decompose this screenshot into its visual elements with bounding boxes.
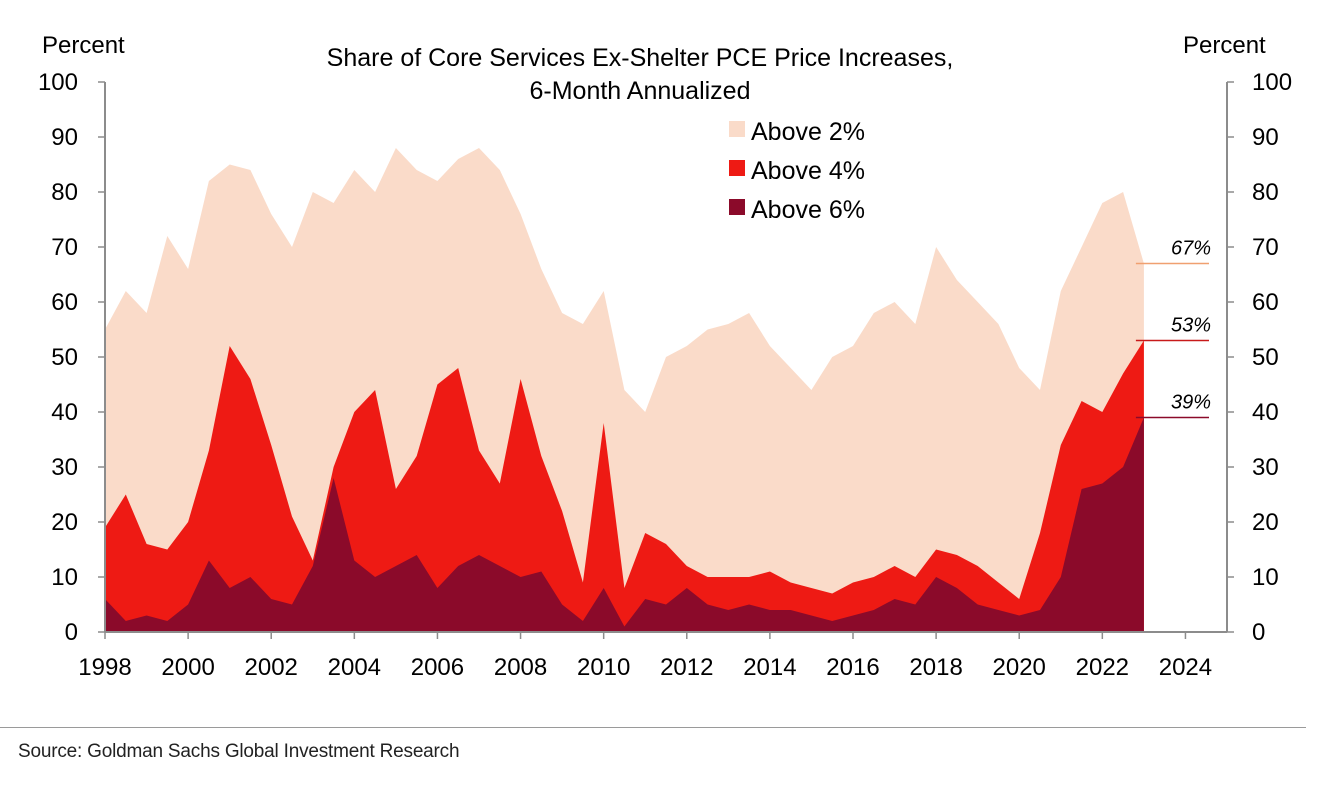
right-y-tick-label: 60 (1252, 289, 1279, 316)
x-tick-label: 2004 (328, 654, 381, 681)
legend-label-above-4: Above 4% (751, 157, 865, 185)
x-tick-label: 2000 (161, 654, 214, 681)
left-y-tick-label: 80 (51, 179, 78, 206)
x-tick-label: 2014 (743, 654, 796, 681)
x-tick-label: 2008 (494, 654, 547, 681)
x-tick-label: 2018 (909, 654, 962, 681)
callout-67-label: 67% (1171, 238, 1211, 260)
area-above-6 (105, 417, 1144, 632)
right-y-tick-label: 50 (1252, 344, 1279, 371)
x-tick-label: 2016 (826, 654, 879, 681)
callout-53-label: 53% (1171, 315, 1211, 337)
x-tick-label: 2012 (660, 654, 713, 681)
left-axis-unit: Percent (42, 32, 125, 59)
legend-swatch-above-6 (729, 199, 745, 215)
x-tick-label: 2010 (577, 654, 630, 681)
left-y-tick-label: 60 (51, 289, 78, 316)
legend-swatch-above-2 (729, 121, 745, 137)
left-y-tick-label: 0 (65, 619, 78, 646)
x-tick-label: 2006 (411, 654, 464, 681)
x-tick-label: 2022 (1076, 654, 1129, 681)
source-note: Source: Goldman Sachs Global Investment … (18, 741, 460, 762)
right-y-tick-label: 30 (1252, 454, 1279, 481)
left-y-tick-label: 20 (51, 509, 78, 536)
left-y-tick-label: 70 (51, 234, 78, 261)
right-y-tick-label: 10 (1252, 564, 1279, 591)
callout-group: 67% 53% 39% (1135, 238, 1211, 419)
legend-label-above-2: Above 2% (751, 118, 865, 146)
right-axis-unit: Percent (1183, 32, 1266, 59)
left-y-tick-label: 10 (51, 564, 78, 591)
legend-swatch-above-4 (729, 160, 745, 176)
legend-label-above-6: Above 6% (751, 196, 865, 224)
left-y-tick-label: 90 (51, 124, 78, 151)
legend-item-above-6: Above 6% (729, 196, 865, 224)
right-y-tick-label: 20 (1252, 509, 1279, 536)
area-above-4 (105, 340, 1144, 632)
right-y-tick-label: 70 (1252, 234, 1279, 261)
right-y-tick-label: 40 (1252, 399, 1279, 426)
x-tick-label: 2024 (1159, 654, 1212, 681)
legend: Above 2% Above 4% Above 6% (729, 118, 865, 224)
x-tick-label: 2020 (993, 654, 1046, 681)
chart-title-line-1: Share of Core Services Ex-Shelter PCE Pr… (327, 44, 954, 72)
right-y-tick-label: 80 (1252, 179, 1279, 206)
chart-title-line-2: 6-Month Annualized (530, 77, 751, 105)
left-y-tick-label: 50 (51, 344, 78, 371)
left-y-tick-label: 40 (51, 399, 78, 426)
legend-item-above-4: Above 4% (729, 157, 865, 185)
x-tick-label: 1998 (78, 654, 131, 681)
footer-divider (0, 727, 1306, 728)
legend-item-above-2: Above 2% (729, 118, 865, 146)
x-tick-label: 2002 (245, 654, 298, 681)
right-y-tick-label: 90 (1252, 124, 1279, 151)
right-y-tick-label: 100 (1252, 69, 1292, 96)
area-series-group (105, 148, 1144, 632)
left-y-tick-label: 100 (38, 69, 78, 96)
right-y-tick-label: 0 (1252, 619, 1265, 646)
callout-39-label: 39% (1171, 392, 1211, 414)
left-y-tick-label: 30 (51, 454, 78, 481)
